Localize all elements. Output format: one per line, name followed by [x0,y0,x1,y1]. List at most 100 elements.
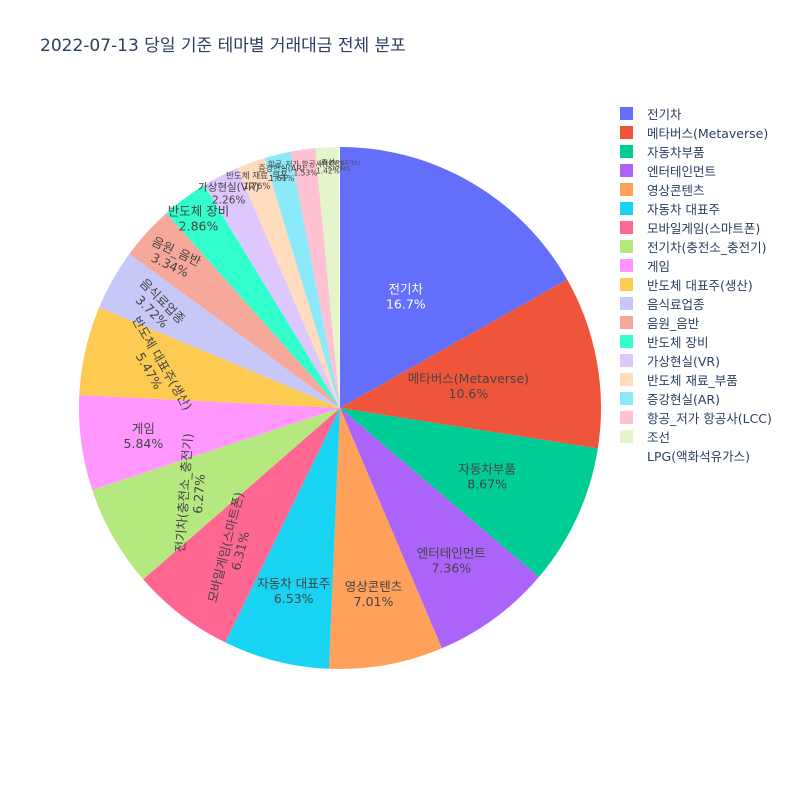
legend-swatch [620,335,633,348]
legend-item[interactable]: 영상콘텐츠 [620,180,772,199]
legend-item[interactable]: 반도체 대표주(생산) [620,275,772,294]
slice-label: 조선 [321,158,335,167]
legend-label: 자동차부품 [647,145,705,160]
legend-item[interactable]: 반도체 재료_부품 [620,370,772,389]
legend-label: 반도체 장비 [647,335,709,350]
pie-slice-7[interactable] [143,408,340,643]
slice-percent: 1.61% [269,174,295,183]
pie-slice-5[interactable] [328,408,442,670]
legend-label: 음식료업종 [647,297,705,312]
legend-item[interactable]: 메타버스(Metaverse) [620,123,772,142]
legend-swatch [620,449,633,462]
legend-label: 반도체 대표주(생산) [647,278,753,293]
legend-item[interactable]: 조선 [620,427,772,446]
pie-slice-15[interactable] [237,158,340,408]
slice-label-group-18: 조선1.42% [316,158,340,176]
legend-label: 전기차 [647,107,682,122]
legend-swatch [620,278,633,291]
legend-item[interactable]: 전기차 [620,104,772,123]
slice-label-group-15: 반도체 재료_부품1.76% [226,171,288,192]
slice-label-group-14: 가상현실(VR)2.26% [198,182,259,207]
legend-label: 전기차(충전소_충전기) [647,240,767,255]
slice-label: 게임 [132,421,155,436]
pie-slice-13[interactable] [166,185,340,408]
slice-percent: 5.84% [124,436,164,451]
slice-label-group-13: 반도체 장비2.86% [168,203,229,233]
pie-slice-10[interactable] [79,307,340,408]
legend-item[interactable]: 반도체 장비 [620,332,772,351]
pie-slice-8[interactable] [92,408,340,580]
legend-item[interactable]: 모바일게임(스마트폰) [620,218,772,237]
legend-label: 반도체 재료_부품 [647,373,738,388]
slice-percent: 2.86% [179,218,219,233]
legend-swatch [620,392,633,405]
legend-item[interactable]: 자동차 대표주 [620,199,772,218]
legend-swatch [620,183,633,196]
slice-percent: 1.53% [293,169,317,178]
slice-label-group-17: 항공_저가 항공사(LCC)1.53% [268,160,343,178]
legend-item[interactable]: 음원_음반 [620,313,772,332]
legend-item[interactable]: LPG(액화석유가스) [620,446,772,465]
legend-swatch [620,126,633,139]
slice-percent: 8.67% [467,477,507,492]
legend-swatch [620,354,633,367]
slice-label: 영상콘텐츠 [345,579,403,594]
legend-item[interactable]: 자동차부품 [620,142,772,161]
pie-slice-19[interactable] [338,146,340,408]
slice-label: 가상현실(VR) [198,182,259,194]
slice-label: 엔터테인먼트 [417,546,486,561]
slice-percent: 10.6% [449,386,489,401]
pie-slice-3[interactable] [340,408,598,577]
slice-label: 자동차부품 [458,462,516,477]
legend-item[interactable]: 음식료업종 [620,294,772,313]
legend-item[interactable]: 항공_저가 항공사(LCC) [620,408,772,427]
pie-slice-2[interactable] [340,279,601,449]
legend-swatch [620,430,633,443]
slice-percent: 1.42% [316,167,340,176]
slice-label-group-2: 메타버스(Metaverse)10.6% [408,371,529,401]
slice-label: 메타버스(Metaverse) [408,371,529,386]
pie-slice-9[interactable] [78,395,340,491]
pie-slice-4[interactable] [340,408,539,649]
legend-swatch [620,297,633,310]
legend-swatch [620,221,633,234]
chart-title: 2022-07-13 당일 기준 테마별 거래대금 전체 분포 [40,36,406,56]
pie-slice-1[interactable] [340,147,568,408]
legend-swatch [620,373,633,386]
slice-label: 전기차 [389,281,424,296]
legend-label: 메타버스(Metaverse) [647,126,769,141]
pie-slice-16[interactable] [264,151,340,408]
legend-label: 엔터테인먼트 [647,164,717,179]
slice-label-group-16: 증강현실(AR)1.61% [258,163,305,183]
slice-percent: 16.7% [386,296,426,311]
slice-percent: 2.26% [212,194,245,206]
legend-label: LPG(액화석유가스) [647,449,750,464]
legend-item[interactable]: 가상현실(VR) [620,351,772,370]
slice-label-group-19: LPG(액화석유가스)0.0794% [319,160,360,173]
pie-slice-6[interactable] [225,408,340,669]
legend-swatch [620,107,633,120]
legend-label: 자동차 대표주 [647,202,720,217]
legend-item[interactable]: 엔터테인먼트 [620,161,772,180]
slice-label: 증강현실(AR) [258,163,305,173]
legend-label: 모바일게임(스마트폰) [647,221,761,236]
pie-slice-12[interactable] [129,213,340,408]
slice-label: 반도체 장비 [168,203,229,218]
legend-item[interactable]: 게임 [620,256,772,275]
legend-item[interactable]: 전기차(충전소_충전기) [620,237,772,256]
slice-percent: 7.01% [354,594,394,609]
pie-slice-17[interactable] [290,148,340,409]
pie-slice-11[interactable] [99,254,340,408]
pie-slice-18[interactable] [315,147,340,408]
legend-swatch [620,164,633,177]
legend-label: 영상콘텐츠 [647,183,705,198]
pie-slice-14[interactable] [204,168,340,408]
slice-percent: 1.76% [243,182,270,192]
slice-label: 항공_저가 항공사(LCC) [268,160,343,169]
legend-item[interactable]: 증강현실(AR) [620,389,772,408]
